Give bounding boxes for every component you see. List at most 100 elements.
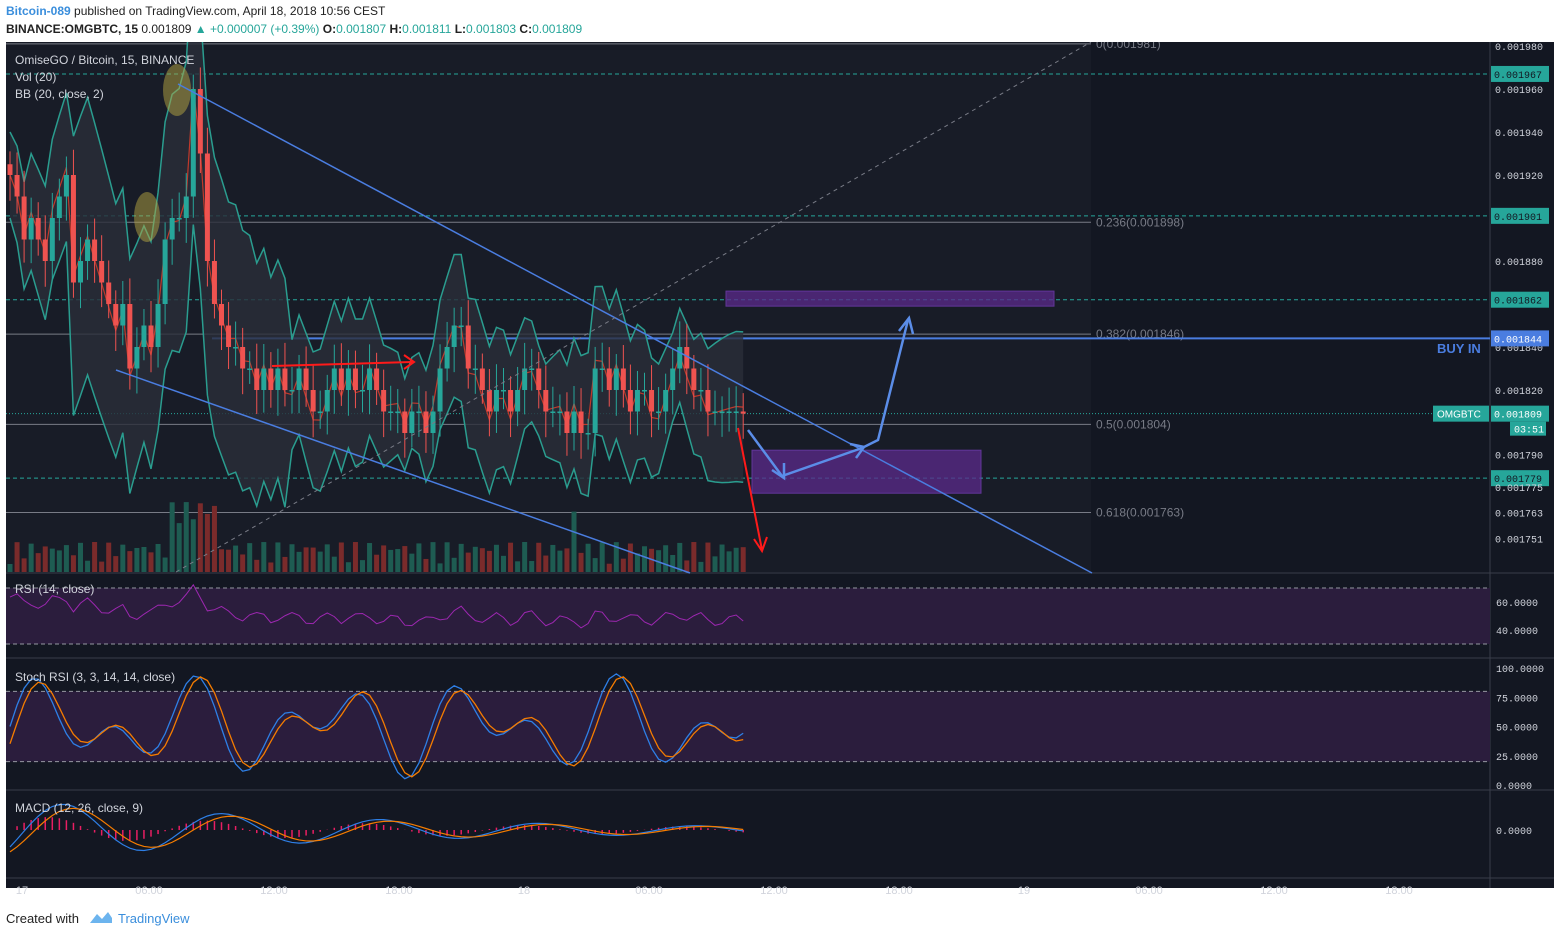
tradingview-chart[interactable]: 0(0.001981)0.236(0.001898)0.382(0.001846…	[0, 42, 1554, 900]
candle-body-44	[317, 411, 323, 413]
rsi-tick-0: 60.0000	[1496, 599, 1538, 610]
candle-body-27	[197, 89, 203, 154]
candle-body-49	[352, 368, 358, 390]
candle-body-88	[627, 390, 633, 412]
current-price-tag-text: 0.001809	[1494, 411, 1542, 422]
author-link[interactable]: Bitcoin-089	[6, 4, 71, 18]
open-label: O:	[322, 22, 337, 36]
volume-bar-24	[176, 523, 182, 572]
tradingview-logo-icon	[90, 912, 112, 923]
volume-bar-63	[451, 557, 457, 572]
volume-bar-25	[183, 502, 189, 572]
volume-bar-68	[486, 550, 492, 572]
candle-body-104	[740, 411, 746, 414]
volume-bar-36	[261, 542, 267, 572]
volume-bar-34	[247, 543, 253, 572]
candle-body-10	[78, 261, 83, 283]
candle-body-42	[303, 368, 309, 390]
candle-body-63	[451, 325, 457, 347]
candle-body-39	[282, 368, 288, 390]
candle-body-14	[106, 282, 112, 304]
volume-bar-80	[571, 511, 577, 572]
volume-bar-33	[240, 554, 246, 572]
candle-body-94	[670, 368, 676, 390]
blue-arrow-head-1	[771, 463, 786, 481]
time-tick-2: 12:00	[260, 885, 288, 897]
volume-bar-70	[501, 555, 506, 572]
candle-body-24	[176, 218, 182, 220]
buy-in-label: BUY IN	[1437, 341, 1481, 356]
candle-body-100	[712, 411, 718, 413]
candle-body-103	[733, 411, 739, 413]
price-tick-6: 0.001820	[1495, 387, 1543, 398]
volume-bar-3	[28, 543, 34, 572]
candle-body-1	[14, 175, 20, 197]
volume-bar-83	[592, 558, 598, 572]
candle-body-21	[155, 304, 161, 347]
stoch-tick-0: 100.0000	[1496, 665, 1544, 676]
stoch-tick-4: 0.0000	[1496, 782, 1532, 793]
candle-body-48	[345, 368, 351, 390]
candle-body-102	[726, 411, 732, 413]
volume-bar-72	[515, 561, 521, 572]
axes: 0.001967 0.001901 0.001862 0.001779 0.001980…	[16, 43, 1549, 897]
volume-bar-88	[627, 543, 633, 572]
macd-line	[9, 803, 744, 852]
fib-diagonal	[175, 42, 1092, 573]
low-value: 0.001803	[466, 22, 517, 36]
upper-target-zone	[725, 290, 1055, 307]
stoch-rsi-pane	[6, 673, 1490, 780]
volume-bar-30	[219, 549, 224, 572]
volume-bar-7	[56, 550, 62, 572]
candle-body-15	[113, 304, 119, 326]
volume-bar-8	[63, 545, 69, 572]
time-tick-11: 18:00	[1385, 885, 1413, 897]
candle-body-52	[374, 368, 380, 390]
channel-upper-trendline	[177, 83, 1093, 574]
candle-body-91	[649, 390, 655, 412]
candle-body-89	[634, 390, 640, 412]
volume-bar-6	[49, 548, 55, 572]
publish-line: Bitcoin-089 published on TradingView.com…	[6, 4, 385, 18]
candle-body-45	[324, 390, 330, 412]
volume-bar-40	[289, 544, 295, 572]
volume-bar-58	[416, 543, 422, 572]
rsi-line	[9, 583, 744, 629]
candle-body-4	[35, 218, 41, 240]
macd-label: MACD (12, 26, close, 9)	[15, 801, 143, 815]
candle-body-87	[620, 368, 626, 390]
candle-body-101	[719, 411, 725, 413]
candle-body-11	[85, 239, 91, 261]
volume-bar-103	[733, 547, 739, 572]
volume-bar-42	[303, 547, 309, 572]
volume-bar-59	[423, 558, 429, 572]
candle-body-55	[395, 411, 401, 413]
volume-bar-69	[493, 544, 499, 572]
volume-bar-79	[564, 548, 570, 572]
price-tick-7: 0.001790	[1495, 452, 1543, 463]
volume-bar-65	[465, 552, 471, 572]
level-tag-2	[1491, 291, 1549, 308]
volume-bar-89	[634, 553, 640, 572]
fib-label-4: 0.618(0.001763)	[1096, 506, 1184, 520]
rsi-band	[6, 588, 1490, 644]
volume-bar-21	[155, 543, 161, 572]
candle-body-7	[56, 196, 62, 218]
level-tag-text-1: 0.001901	[1494, 213, 1542, 224]
open-value: 0.001807	[336, 22, 387, 36]
candle-body-9	[70, 175, 76, 283]
volume-bar-27	[197, 503, 203, 572]
candle-body-16	[120, 304, 126, 326]
volume-bar-31	[226, 549, 232, 572]
bb-lower-band	[9, 217, 744, 509]
volume-bar-85	[606, 563, 612, 572]
volume-bar-39	[282, 556, 288, 572]
volume-bar-87	[620, 558, 626, 572]
tradingview-link[interactable]: TradingView	[118, 911, 190, 926]
symbol-tag-text: OMGBTC	[1437, 410, 1481, 421]
candle-body-25	[183, 196, 189, 218]
candle-body-6	[49, 218, 55, 261]
red-arrow-horizontal-head	[403, 354, 416, 370]
volume-bar-46	[331, 556, 337, 572]
volume-bar-35	[254, 559, 260, 572]
